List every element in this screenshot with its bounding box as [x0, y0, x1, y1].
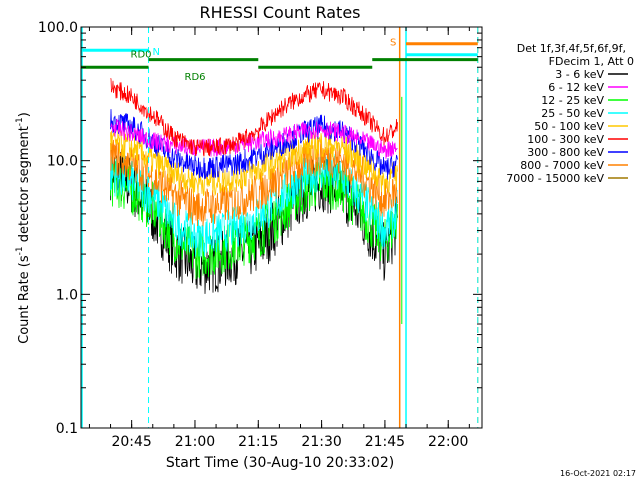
state-label-rd0: RD0 — [131, 50, 152, 61]
y-axis-label-part-2: detector segment — [17, 126, 32, 246]
series-line-300-800- — [110, 109, 398, 180]
legend-label-6: 300 - 800 keV — [527, 146, 604, 159]
y-axis-label-sup-2: -1 — [15, 117, 25, 126]
y-axis-label: Count Rate (s-1 detector segment-1) — [15, 112, 32, 344]
legend-label-3: 25 - 50 keV — [541, 107, 604, 120]
series-layer — [110, 78, 398, 294]
state-label-n: N — [153, 47, 160, 58]
x-tick-label-1: 21:00 — [175, 434, 215, 450]
series-line-800-7000- — [110, 135, 398, 227]
y-tick-label-2: 10.0 — [47, 154, 78, 170]
legend-label-4: 50 - 100 keV — [534, 120, 604, 133]
legend-label-7: 800 - 7000 keV — [520, 159, 604, 172]
legend-label-5: 100 - 300 keV — [527, 133, 604, 146]
y-tick-label-1: 1.0 — [56, 287, 78, 303]
timestamp: 16-Oct-2021 02:17 — [560, 469, 636, 478]
legend-label-2: 12 - 25 keV — [541, 94, 604, 107]
legend-label-1: 6 - 12 keV — [548, 81, 604, 94]
series-line-50-100- — [110, 129, 398, 197]
y-tick-label-0: 0.1 — [56, 421, 78, 437]
x-tick-label-0: 20:45 — [111, 434, 151, 450]
state-label-s: S — [390, 38, 396, 49]
legend-header-1: FDecim 1, Att 0 — [549, 55, 634, 68]
y-axis-label-sup-1: -1 — [15, 246, 25, 255]
x-tick-label-3: 21:30 — [301, 434, 341, 450]
y-axis-label-part-3: ) — [17, 112, 32, 117]
x-tick-label-5: 22:00 — [428, 434, 468, 450]
y-axis-label-part-1: Count Rate (s — [17, 255, 32, 344]
chart-title: RHESSI Count Rates — [200, 3, 361, 22]
legend-header-0: Det 1f,3f,4f,5f,6f,9f, — [517, 42, 626, 55]
x-axis-label: Start Time (30-Aug-10 20:33:02) — [166, 455, 394, 471]
legend-label-0: 3 - 6 keV — [555, 68, 604, 81]
y-tick-label-3: 100.0 — [38, 20, 78, 36]
state-label-rd6: RD6 — [185, 72, 206, 83]
legend: Det 1f,3f,4f,5f,6f,9f,FDecim 1, Att 03 -… — [506, 42, 634, 185]
x-tick-label-4: 21:45 — [365, 434, 405, 450]
axis-layer: 20:45 21:00 21:15 21:30 21:45 22:00 0.1 1.0 10.0… — [38, 20, 482, 450]
plot-frame — [80, 26, 483, 429]
x-tick-label-2: 21:15 — [238, 434, 278, 450]
legend-label-8: 7000 - 15000 keV — [506, 172, 604, 185]
series-line-100-300- — [110, 78, 398, 157]
